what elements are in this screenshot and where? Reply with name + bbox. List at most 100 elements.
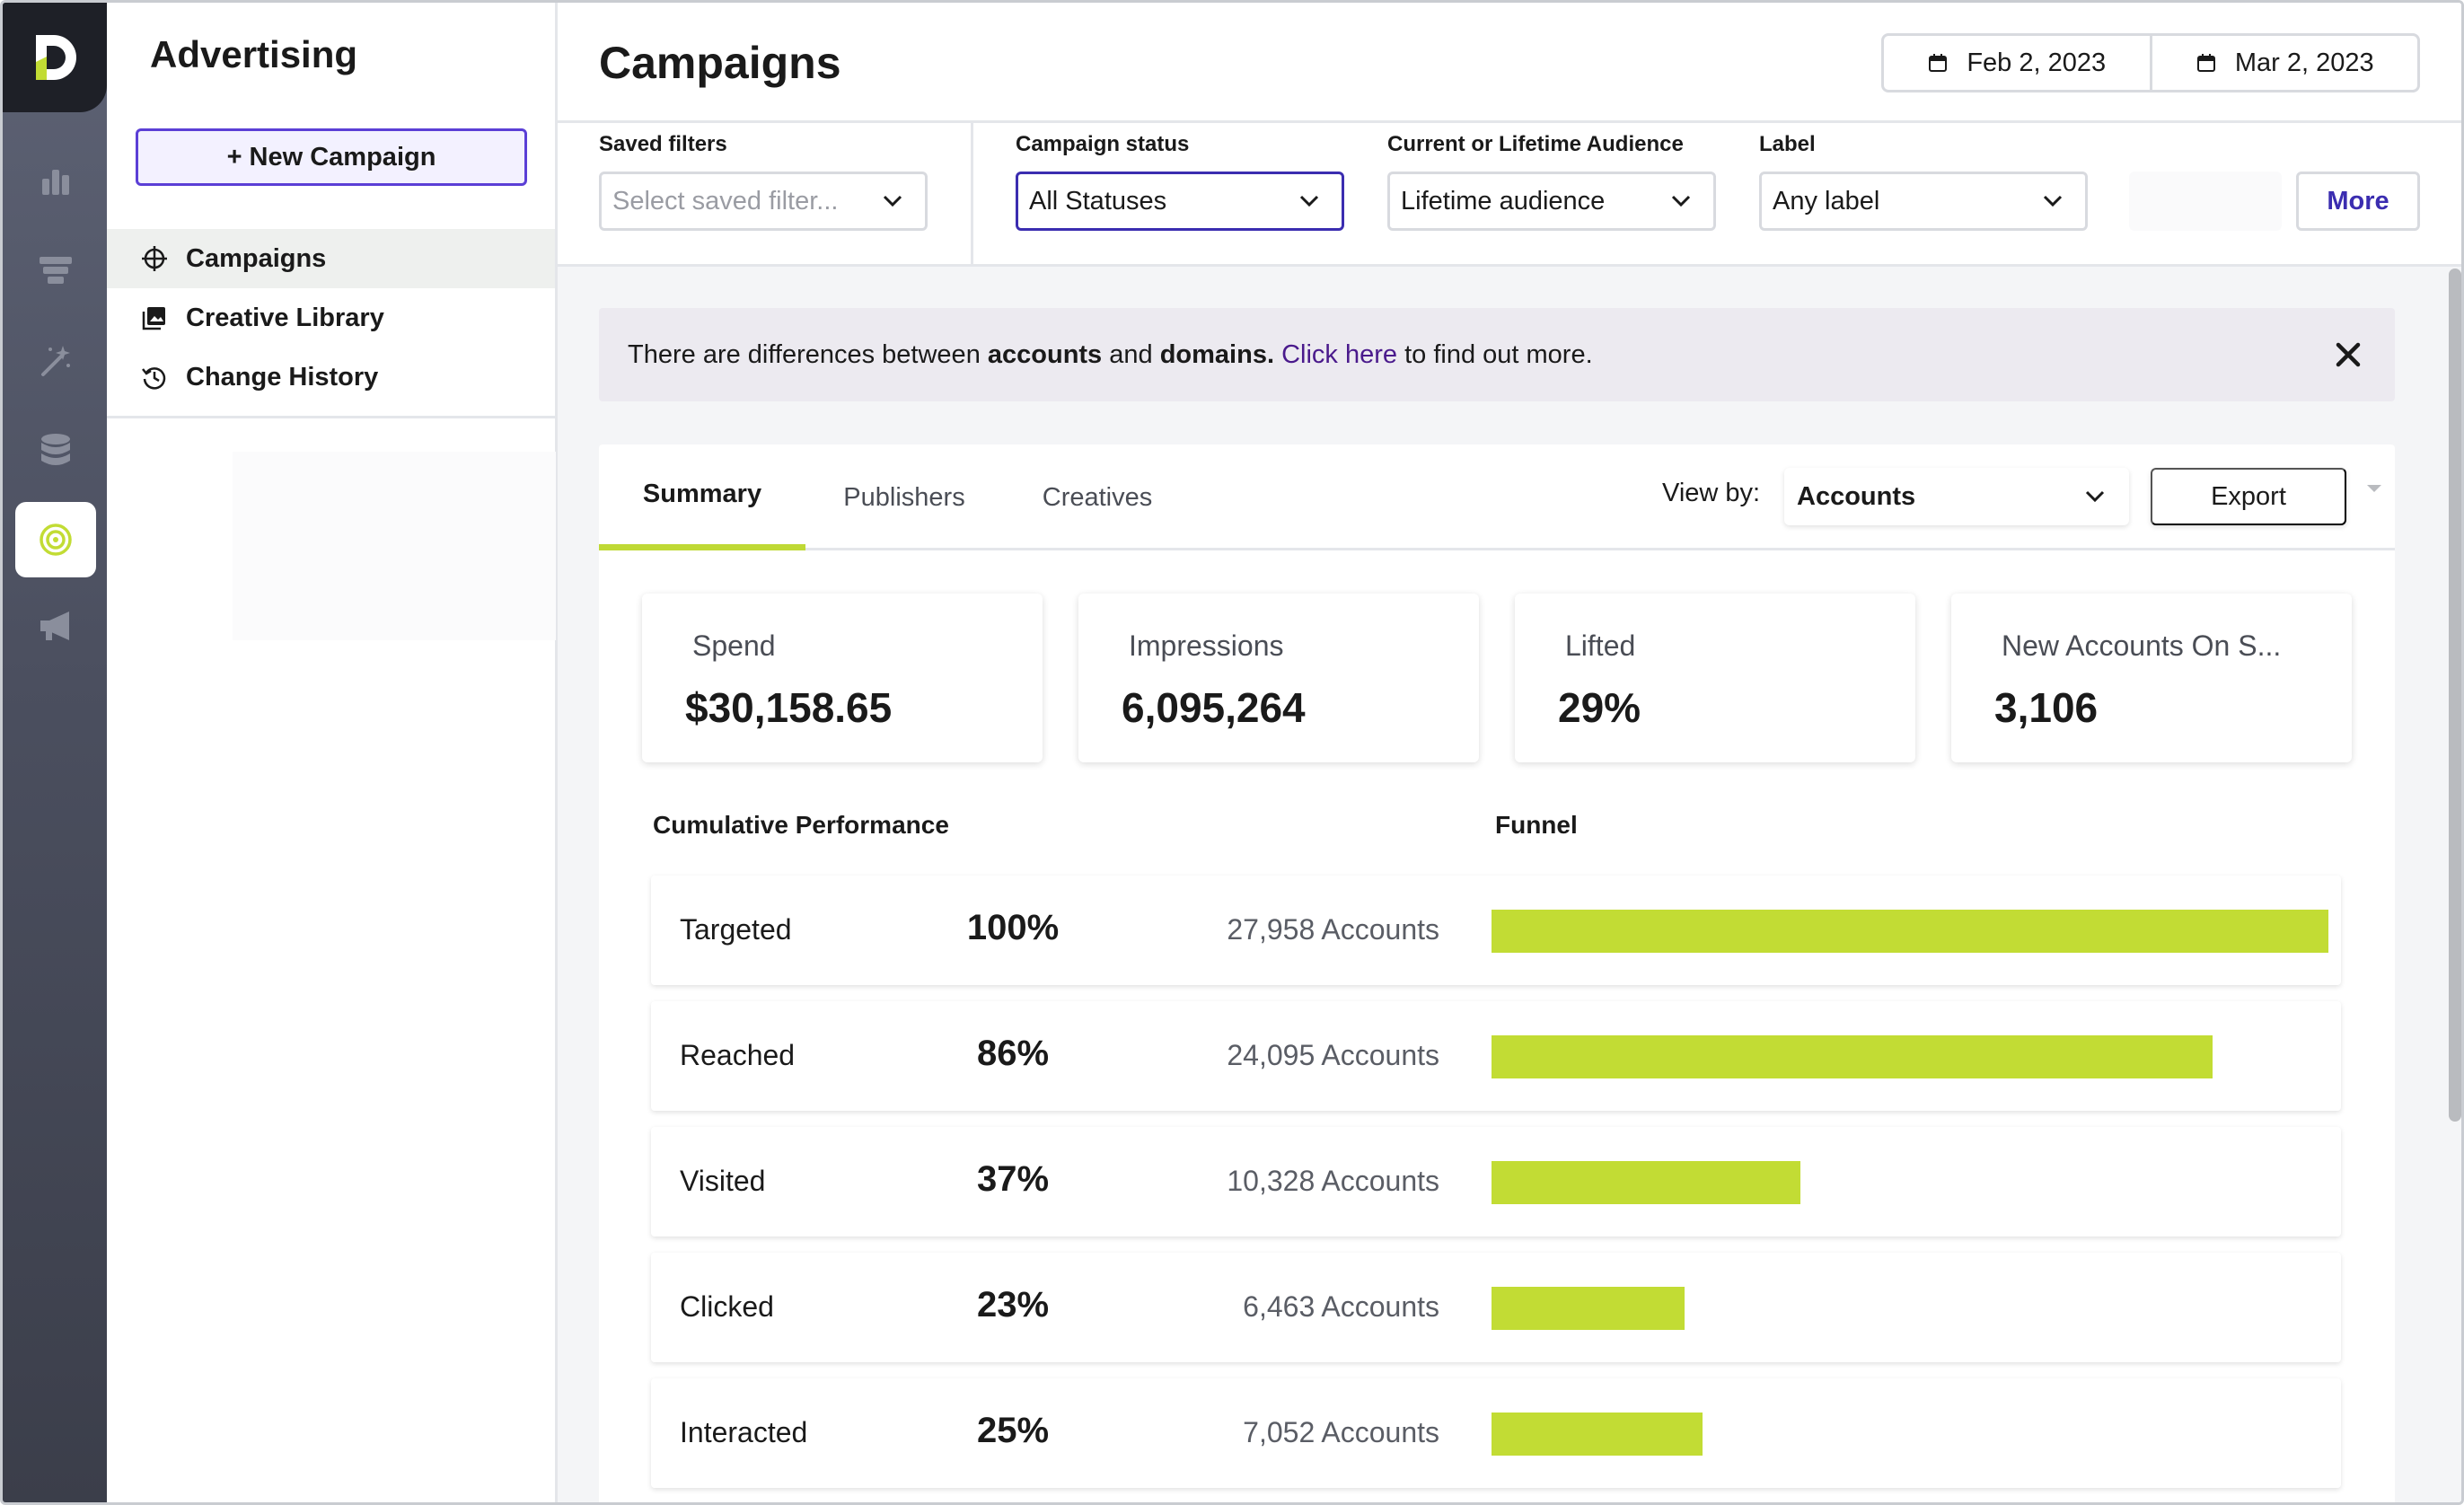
start-date-text: Feb 2, 2023: [1967, 48, 2107, 77]
funnel-stage-percent: 86%: [976, 1034, 1050, 1073]
funnel-stage-name: Visited: [680, 1165, 766, 1197]
calendar-icon: [2196, 54, 2215, 72]
stat-label: Spend: [692, 629, 776, 662]
stat-tile-spend: Spend $30,158.65: [642, 594, 1043, 762]
banner-text-part: There are differences between: [628, 339, 988, 369]
nav-divider: [107, 416, 555, 418]
funnel-stage-name: Interacted: [680, 1416, 808, 1448]
funnel-stage-percent: 25%: [976, 1411, 1050, 1450]
view-by-label: View by:: [1662, 479, 1761, 507]
funnel-stage-name: Targeted: [680, 913, 792, 946]
chevron-down-icon: [883, 195, 902, 207]
section-title: Advertising: [150, 33, 358, 75]
start-date-button[interactable]: Feb 2, 2023: [1884, 36, 2150, 90]
chevron-down-icon: [1671, 195, 1691, 207]
funnel-stage-count: 7,052 Accounts: [1243, 1416, 1439, 1448]
tab-publishers[interactable]: Publishers: [843, 482, 965, 512]
stat-label: Impressions: [1129, 629, 1284, 662]
label-filter-select[interactable]: Any label: [1759, 172, 2088, 231]
campaign-status-select[interactable]: All Statuses: [1016, 172, 1344, 231]
stat-tile-impressions: Impressions 6,095,264: [1078, 594, 1479, 762]
crosshair-icon: [139, 243, 170, 274]
funnel-stage-count: 27,958 Accounts: [1227, 913, 1439, 946]
funnel-title: Funnel: [1495, 811, 1578, 839]
banner-bold-domains: domains.: [1159, 339, 1275, 369]
target-icon[interactable]: [15, 502, 96, 577]
export-button[interactable]: Export: [2151, 468, 2346, 525]
nav-item-label: Campaigns: [186, 243, 327, 273]
page-title: Campaigns: [599, 38, 841, 88]
tab-creatives[interactable]: Creatives: [1042, 482, 1153, 512]
stat-value: 29%: [1558, 684, 1641, 731]
banner-text: There are differences between accounts a…: [628, 340, 1593, 370]
nav-item-creative-library[interactable]: Creative Library: [107, 288, 555, 348]
label-filter-value: Any label: [1773, 186, 1880, 216]
chevron-down-icon: [2085, 490, 2105, 503]
nav-item-label: Creative Library: [186, 303, 384, 332]
calendar-icon: [1929, 54, 1948, 72]
performance-card: Summary Publishers Creatives View by: Ac…: [599, 444, 2395, 1502]
saved-filters-placeholder: Select saved filter...: [612, 186, 839, 216]
funnel-stage-count: 10,328 Accounts: [1227, 1165, 1439, 1197]
stat-value: 6,095,264: [1122, 684, 1306, 731]
funnel-row-targeted: Targeted 100% 27,958 Accounts: [651, 876, 2341, 985]
date-range-picker: Feb 2, 2023 Mar 2, 2023: [1881, 33, 2420, 92]
funnel-stage-percent: 23%: [976, 1285, 1050, 1325]
view-by-value: Accounts: [1797, 481, 1916, 511]
saved-filters-select[interactable]: Select saved filter...: [599, 172, 928, 231]
nav-list: Campaigns Creative Library Change Histor…: [107, 229, 555, 407]
nav-item-label: Change History: [186, 362, 379, 392]
funnel-stage-percent: 37%: [976, 1159, 1050, 1199]
stat-tile-new-accounts: New Accounts On S... 3,106: [1951, 594, 2352, 762]
history-icon: [139, 362, 170, 392]
funnel-row-visited: Visited 37% 10,328 Accounts: [651, 1127, 2341, 1237]
chevron-down-icon: [1299, 195, 1319, 207]
logo-d-icon[interactable]: [3, 3, 107, 112]
new-campaign-button[interactable]: + New Campaign: [136, 128, 527, 186]
more-filters-button[interactable]: More: [2296, 172, 2420, 231]
funnel-stage-percent: 100%: [966, 908, 1060, 947]
close-icon[interactable]: [2328, 335, 2368, 374]
end-date-button[interactable]: Mar 2, 2023: [2149, 36, 2418, 90]
nav-placeholder: [233, 452, 556, 640]
image-gallery-icon: [139, 303, 170, 333]
campaign-status-value: All Statuses: [1029, 186, 1167, 216]
funnel-bar: [1492, 1035, 2213, 1078]
saved-filters-label: Saved filters: [599, 132, 727, 156]
side-navigation: Advertising + New Campaign Campaigns Cre…: [107, 3, 558, 1502]
audience-select[interactable]: Lifetime audience: [1387, 172, 1716, 231]
funnel-bar: [1492, 910, 2328, 953]
funnel-icon[interactable]: [15, 233, 96, 308]
end-date-text: Mar 2, 2023: [2234, 48, 2374, 77]
stat-label: New Accounts On S...: [2002, 629, 2282, 662]
vertical-scrollbar[interactable]: [2449, 268, 2461, 1122]
funnel-bar: [1492, 1413, 1703, 1456]
stat-tile-lifted: Lifted 29%: [1515, 594, 1915, 762]
funnel-row-reached: Reached 86% 24,095 Accounts: [651, 1001, 2341, 1111]
stat-label: Lifted: [1565, 629, 1636, 662]
banner-link[interactable]: Click here: [1281, 339, 1398, 369]
funnel-stage-name: Reached: [680, 1039, 796, 1071]
tab-summary[interactable]: Summary: [599, 444, 805, 550]
caret-down-icon[interactable]: [2366, 484, 2382, 495]
campaign-status-label: Campaign status: [1016, 132, 1190, 156]
banner-text-part: to find out more.: [1397, 339, 1593, 369]
megaphone-icon[interactable]: [15, 588, 96, 664]
nav-item-campaigns[interactable]: Campaigns: [107, 229, 555, 288]
bar-chart-icon[interactable]: [15, 143, 96, 218]
funnel-row-clicked: Clicked 23% 6,463 Accounts: [651, 1253, 2341, 1362]
audience-label: Current or Lifetime Audience: [1387, 132, 1684, 156]
tab-bar: Summary Publishers Creatives View by: Ac…: [599, 444, 2395, 550]
banner-bold-accounts: accounts: [987, 339, 1103, 369]
banner-text-part: and: [1102, 339, 1160, 369]
funnel-stage-count: 24,095 Accounts: [1227, 1039, 1439, 1071]
funnel-bar: [1492, 1287, 1685, 1330]
view-by-select[interactable]: Accounts: [1784, 468, 2129, 525]
magic-wand-icon[interactable]: [15, 322, 96, 398]
funnel-row-interacted: Interacted 25% 7,052 Accounts: [651, 1378, 2341, 1488]
nav-item-change-history[interactable]: Change History: [107, 348, 555, 407]
stat-value: 3,106: [1994, 684, 2099, 731]
main-content: Campaigns Feb 2, 2023 Mar 2, 2023 Saved …: [558, 3, 2461, 1502]
database-icon[interactable]: [15, 412, 96, 488]
